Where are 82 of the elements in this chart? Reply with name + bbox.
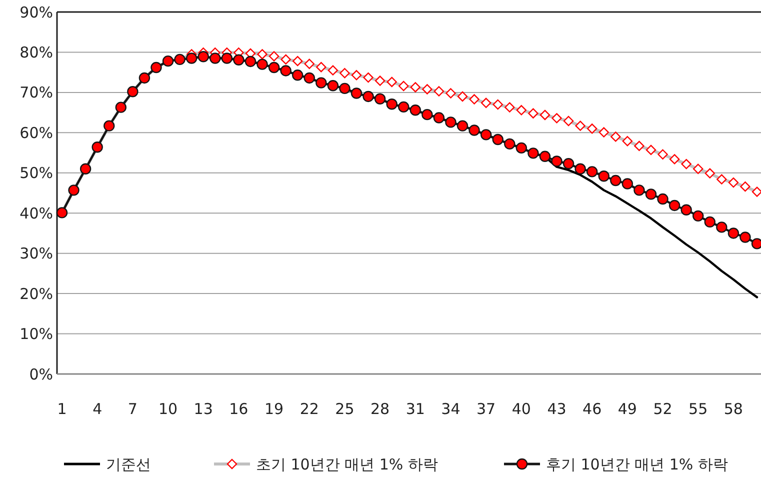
point: [610, 174, 622, 186]
x-tick-label: 34: [441, 400, 460, 418]
x-tick-label: 25: [335, 400, 354, 418]
point: [622, 178, 634, 190]
point: [740, 232, 751, 243]
point: [398, 101, 410, 113]
point: [562, 158, 574, 170]
point: [504, 138, 516, 150]
point: [362, 90, 374, 102]
x-tick-label: 55: [688, 400, 708, 418]
x-tick-label: 13: [194, 400, 213, 418]
y-tick-label: 60%: [20, 124, 53, 142]
y-tick-label: 30%: [20, 244, 53, 263]
point: [634, 184, 645, 196]
point: [244, 56, 256, 68]
point: [716, 222, 728, 233]
point: [186, 52, 198, 64]
y-tick-label: 40%: [20, 204, 53, 222]
point: [422, 108, 433, 120]
point: [433, 112, 445, 124]
point: [657, 193, 668, 205]
point: [516, 142, 528, 154]
x-tick-label: 31: [406, 400, 425, 418]
x-tick-label: 52: [653, 400, 672, 418]
point: [350, 88, 362, 99]
point: [374, 93, 386, 104]
point: [704, 216, 716, 228]
x-tick-label: 10: [158, 400, 178, 418]
point: [198, 51, 209, 62]
point: [528, 148, 539, 159]
point: [221, 52, 233, 64]
x-tick-label: 49: [618, 400, 637, 418]
point: [468, 124, 480, 136]
x-tick-label: 46: [582, 400, 602, 418]
point: [445, 116, 456, 128]
x-tick-label: 19: [264, 400, 284, 418]
point: [386, 98, 398, 110]
point: [304, 72, 315, 84]
x-tick-label: 37: [476, 400, 496, 418]
x-tick-label: 7: [128, 400, 138, 418]
point: [327, 80, 339, 92]
x-tick-label: 58: [724, 400, 743, 418]
y-tick-label: 50%: [20, 164, 53, 182]
point: [680, 204, 692, 216]
point: [574, 163, 586, 174]
x-tick-label: 16: [229, 400, 248, 418]
x-tick-label: 28: [370, 400, 390, 418]
point: [268, 62, 280, 74]
point: [539, 150, 551, 162]
x-tick-label: 43: [547, 400, 566, 418]
x-tick-label: 1: [57, 400, 67, 418]
y-tick-label: 70%: [20, 84, 53, 102]
point: [480, 129, 492, 140]
x-tick-label: 22: [300, 400, 319, 418]
point: [668, 200, 680, 212]
point: [410, 104, 421, 116]
point: [316, 77, 327, 88]
x-tick-label: 40: [512, 400, 531, 418]
y-tick-label: 0%: [29, 365, 53, 384]
legend-label: 기준선: [106, 455, 151, 474]
point: [692, 210, 704, 222]
point: [586, 166, 598, 178]
point: [339, 82, 350, 94]
point: [210, 52, 221, 64]
point: [256, 58, 268, 70]
point: [280, 65, 292, 76]
y-tick-label: 20%: [20, 284, 53, 303]
y-tick-label: 10%: [20, 325, 53, 344]
point: [292, 70, 304, 81]
point: [551, 156, 562, 167]
point: [456, 120, 468, 132]
x-tick-label: 4: [92, 400, 102, 418]
point: [645, 188, 657, 200]
y-tick-label: 80%: [20, 43, 53, 62]
point: [598, 170, 610, 182]
point: [728, 228, 740, 239]
y-tick-label: 90%: [20, 3, 53, 22]
point: [233, 54, 244, 66]
point: [751, 238, 761, 250]
point: [492, 134, 504, 146]
legend-label: 초기 10년간 매년 1% 하락: [256, 455, 438, 474]
legend-label: 후기 10년간 매년 1% 하락: [546, 455, 728, 474]
